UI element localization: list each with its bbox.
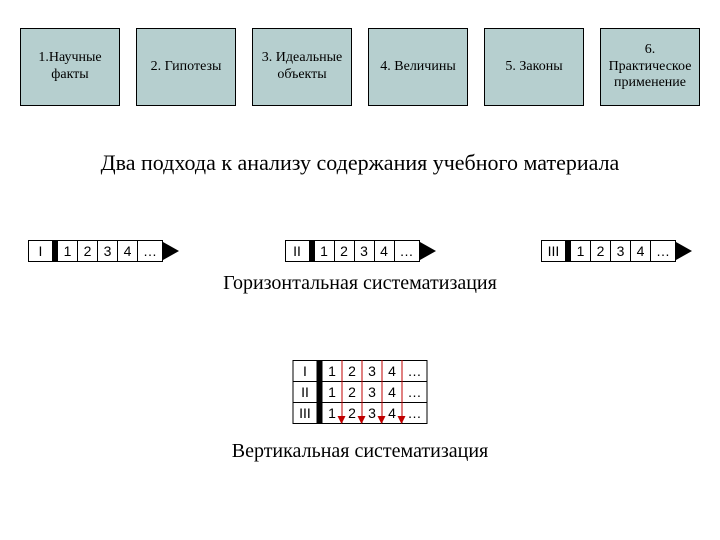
num-cell: 1 [322,402,342,424]
hgroup-1: I 1 2 3 4 … [28,240,179,262]
num-cell: 3 [97,240,117,262]
roman-cell: I [293,360,317,382]
num-cell: 4 [382,381,402,403]
num-cell: 3 [354,240,374,262]
num-cell: 4 [382,402,402,424]
vrow-2: II 1 2 3 4 … [293,381,428,403]
num-cell: 2 [342,402,362,424]
num-cell: 1 [314,240,334,262]
num-cell: 1 [322,360,342,382]
hgroup-3: III 1 2 3 4 … [541,240,692,262]
vertical-table: I 1 2 3 4 … II 1 2 3 4 … III 1 2 3 4 … [293,360,428,423]
dots-cell: … [394,240,420,262]
main-heading: Два подхода к анализу содержания учебног… [0,150,720,176]
num-cell: 4 [630,240,650,262]
num-cell: 4 [382,360,402,382]
horizontal-label: Горизонтальная систематизация [0,272,720,295]
slide-canvas: 1.Научные факты 2. Гипотезы 3. Идеальные… [0,0,720,540]
dots-cell: … [402,360,428,382]
vrow-1: I 1 2 3 4 … [293,360,428,382]
dots-cell: … [402,381,428,403]
num-cell: 1 [57,240,77,262]
num-cell: 2 [334,240,354,262]
num-cell: 4 [374,240,394,262]
hstrip-3: III 1 2 3 4 … [541,240,676,262]
num-cell: 3 [362,360,382,382]
num-cell: 1 [322,381,342,403]
dots-cell: … [137,240,163,262]
roman-cell: I [28,240,52,262]
arrow-right-icon [163,242,179,260]
arrow-right-icon [420,242,436,260]
num-cell: 4 [117,240,137,262]
horizontal-row: I 1 2 3 4 … II 1 2 3 4 … [28,240,692,262]
hgroup-2: II 1 2 3 4 … [285,240,436,262]
roman-cell: II [293,381,317,403]
box-2: 2. Гипотезы [136,28,236,106]
vertical-label: Вертикальная систематизация [0,440,720,463]
box-5: 5. Законы [484,28,584,106]
roman-cell: III [541,240,565,262]
box-1: 1.Научные факты [20,28,120,106]
num-cell: 3 [362,381,382,403]
hstrip-2: II 1 2 3 4 … [285,240,420,262]
vrow-3: III 1 2 3 4 … [293,402,428,424]
num-cell: 3 [610,240,630,262]
dots-cell: … [650,240,676,262]
box-3: 3. Идеальные объекты [252,28,352,106]
num-cell: 2 [342,360,362,382]
arrow-right-icon [676,242,692,260]
num-cell: 2 [590,240,610,262]
hstrip-1: I 1 2 3 4 … [28,240,163,262]
num-cell: 1 [570,240,590,262]
num-cell: 3 [362,402,382,424]
box-6: 6. Практическое применение [600,28,700,106]
roman-cell: II [285,240,309,262]
box-4: 4. Величины [368,28,468,106]
dots-cell: … [402,402,428,424]
roman-cell: III [293,402,317,424]
num-cell: 2 [77,240,97,262]
top-box-row: 1.Научные факты 2. Гипотезы 3. Идеальные… [20,28,700,106]
num-cell: 2 [342,381,362,403]
